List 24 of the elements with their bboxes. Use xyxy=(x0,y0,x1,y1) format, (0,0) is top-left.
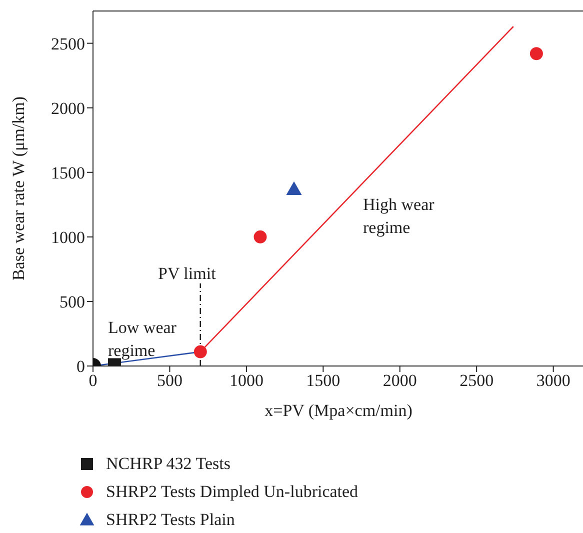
y-tick-label: 1500 xyxy=(51,163,85,182)
x-tick-label: 2500 xyxy=(460,371,494,390)
legend-label: SHRP2 Tests Plain xyxy=(106,510,235,530)
y-tick-label: 500 xyxy=(60,292,85,312)
legend-label: NCHRP 432 Tests xyxy=(106,454,230,474)
point xyxy=(254,230,267,244)
x-tick-label: 1500 xyxy=(306,371,340,390)
y-tick-label: 2500 xyxy=(51,34,85,54)
x-axis-title: x=PV (Mpa×cm/min) xyxy=(264,401,412,420)
annotation: High wear regime xyxy=(363,194,434,239)
x-tick-label: 500 xyxy=(156,371,182,390)
annotation: PV limit xyxy=(158,263,216,285)
y-tick-label: 0 xyxy=(76,357,85,376)
x-tick-label: 0 xyxy=(88,371,98,390)
point xyxy=(286,181,302,195)
legend-label: SHRP2 Tests Dimpled Un-lubricated xyxy=(106,482,358,502)
x-tick-label: 1000 xyxy=(229,371,264,390)
x-tick-label: 3000 xyxy=(536,371,570,390)
point xyxy=(530,47,543,60)
y-tick-label: 2000 xyxy=(51,98,85,118)
y-tick-label: 1000 xyxy=(51,228,85,247)
y-axis-title: Base wear rate W (μm/km) xyxy=(9,96,28,281)
annotation: Low wear regime xyxy=(108,317,176,362)
x-tick-label: 2000 xyxy=(382,371,417,390)
